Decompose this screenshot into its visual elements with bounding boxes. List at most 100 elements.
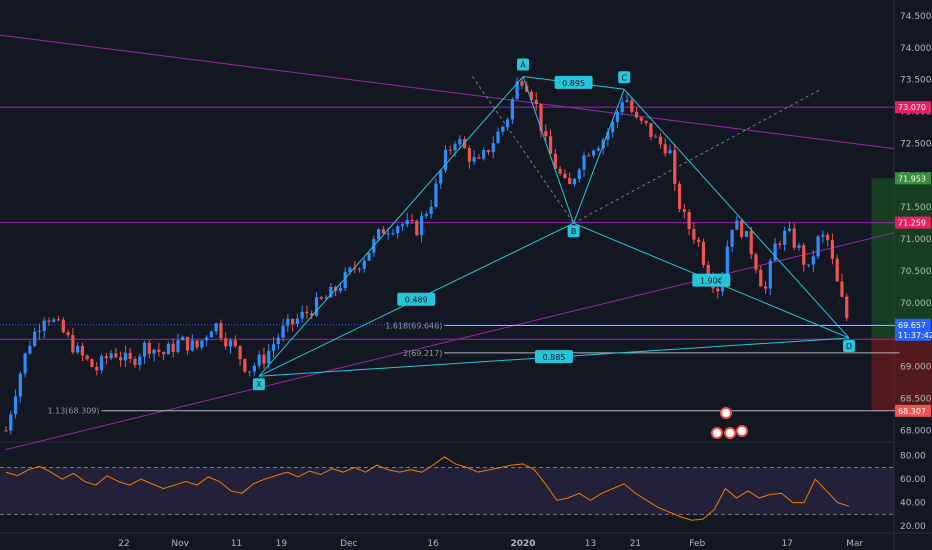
candle-body <box>257 354 261 366</box>
candle-body <box>501 126 505 132</box>
candle-body <box>61 319 65 333</box>
candle-body <box>195 340 199 348</box>
candle-body <box>658 136 663 145</box>
candle-body <box>458 139 462 145</box>
candle-body <box>611 122 615 133</box>
event-icon[interactable] <box>711 427 723 439</box>
candle-body <box>701 242 706 265</box>
price-tag-box <box>895 101 931 114</box>
candle-body <box>28 345 32 354</box>
loss-zone[interactable] <box>871 337 932 411</box>
candle-body <box>104 356 108 359</box>
candle-body <box>138 356 142 366</box>
point-label: A <box>520 61 526 70</box>
candle-body <box>582 155 586 170</box>
point-label-box[interactable] <box>843 339 855 352</box>
candle-body <box>763 286 768 289</box>
candle-body <box>525 85 529 92</box>
candle-body <box>23 353 27 374</box>
candle-body <box>754 254 758 270</box>
price-tag: 71.259 <box>898 219 926 228</box>
candle-body <box>367 252 371 261</box>
time-tick-label: 13 <box>585 539 596 549</box>
candle-body <box>329 286 333 298</box>
point-label-box[interactable] <box>567 225 580 238</box>
candle-body <box>228 340 233 347</box>
ratio-label-box[interactable] <box>554 75 593 89</box>
candle-body <box>300 311 304 319</box>
candle-body <box>357 268 362 270</box>
candle-body <box>314 297 319 316</box>
price-tick-label: 70.000 <box>900 299 932 309</box>
candle-body <box>668 150 672 154</box>
candle-body <box>725 246 729 278</box>
price-tag-box <box>895 328 931 341</box>
candle-body <box>424 214 428 216</box>
candle-body <box>37 330 42 332</box>
dashed-projection[interactable] <box>573 88 822 224</box>
price-tick-label: 71.500 <box>900 203 932 213</box>
candle-body <box>238 345 242 360</box>
candle-body <box>716 288 720 292</box>
candle-body <box>348 267 352 272</box>
time-tick-label: 17 <box>781 539 792 549</box>
candle-body <box>744 231 749 237</box>
candle-body <box>109 353 113 359</box>
candle-body <box>491 143 495 153</box>
candle-body <box>797 245 801 248</box>
candle-body <box>42 320 46 331</box>
candle-body <box>563 173 567 179</box>
candle-body <box>391 233 395 235</box>
price-tag: 71.953 <box>898 174 926 183</box>
candle-body <box>439 170 443 184</box>
harmonic-pattern[interactable]: 0.895 0.489 1.90€ 0.885 X A B C D <box>252 58 855 391</box>
candle-body <box>515 81 519 100</box>
candle-body <box>835 258 839 282</box>
candle-body <box>773 243 777 261</box>
time-tick-label: 21 <box>630 539 641 549</box>
ratio-label-box[interactable] <box>534 350 573 364</box>
point-label-box[interactable] <box>517 58 530 71</box>
candle-body <box>663 144 667 154</box>
candle-body <box>243 359 247 372</box>
candle-body <box>128 352 132 359</box>
candle-body <box>558 168 562 174</box>
pattern-leg[interactable] <box>522 76 575 224</box>
ratio-label-box[interactable] <box>692 273 731 287</box>
event-icon[interactable] <box>736 425 748 437</box>
candle-body <box>620 101 624 113</box>
point-label-box[interactable] <box>252 378 265 391</box>
uptrend-line[interactable] <box>5 232 895 451</box>
candle-body <box>682 209 686 212</box>
candle-body <box>415 220 419 236</box>
event-icon[interactable] <box>720 407 732 419</box>
ratio-label-box[interactable] <box>397 292 436 306</box>
pattern-leg[interactable] <box>573 89 625 224</box>
point-label-box[interactable] <box>618 71 631 84</box>
time-tick-label: 2020 <box>511 539 536 549</box>
long-position-tool[interactable] <box>871 178 932 411</box>
pattern-leg[interactable] <box>623 88 850 339</box>
candle-body <box>119 357 123 361</box>
downtrend-line[interactable] <box>0 34 895 150</box>
pattern-leg[interactable] <box>258 76 524 377</box>
rsi-tick-label: 20.00 <box>900 522 926 532</box>
event-icon[interactable] <box>724 427 736 439</box>
candle-body <box>419 215 424 236</box>
time-tick-label: Dec <box>340 539 357 549</box>
rsi-tick-label: 60.00 <box>900 475 926 485</box>
ratio-label: 0.489 <box>405 296 428 305</box>
candle-body <box>749 231 753 255</box>
profit-zone[interactable] <box>871 178 932 338</box>
candle-body <box>386 233 390 235</box>
candle-body <box>534 99 538 104</box>
candle-body <box>324 297 328 299</box>
candle-body <box>295 318 299 325</box>
candle-body <box>310 313 314 316</box>
candle-body <box>400 224 405 227</box>
candle-body <box>654 136 658 138</box>
candle-body <box>472 157 476 162</box>
event-icons[interactable] <box>711 407 748 439</box>
time-tick-label: 16 <box>427 539 439 549</box>
